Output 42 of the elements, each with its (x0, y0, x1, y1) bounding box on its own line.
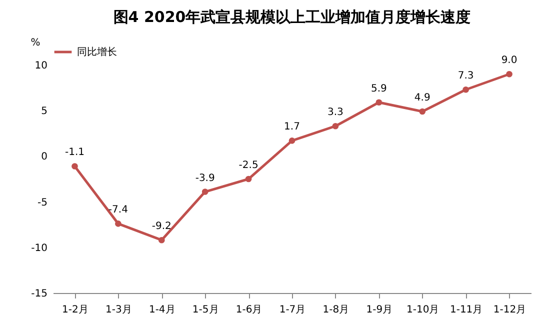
data-label: 1.7 (284, 122, 300, 133)
point (419, 108, 426, 115)
point (506, 70, 512, 78)
y-tick-label: -5 (38, 197, 48, 208)
legend-label: 同比增长 (77, 46, 117, 58)
point (288, 138, 296, 144)
x-tick-label: 1-12月 (493, 304, 526, 316)
point (332, 122, 339, 130)
data-label: 5.9 (370, 83, 387, 94)
chart-title: 图4 2020年武宣县规模以上工业增加值月度增长速度 (113, 8, 471, 26)
point (376, 99, 382, 106)
data-label: -2.5 (238, 160, 258, 171)
x-tick-label: 1-9月 (366, 304, 393, 316)
data-label: -9.2 (152, 221, 172, 232)
x-tick-label: 1-3月 (106, 304, 132, 316)
y-tick-label: 5 (41, 106, 48, 118)
y-axis-title: % (30, 38, 40, 48)
point (245, 176, 252, 182)
x-tick-label: 1-4月 (148, 304, 176, 316)
y-tick-label: 10 (34, 60, 48, 72)
point (115, 220, 122, 227)
data-label: -7.4 (108, 204, 128, 216)
data-label: -1.1 (64, 147, 84, 158)
x-tick-label: 1-10月 (406, 304, 440, 316)
x-tick-label: 1-7月 (279, 304, 306, 316)
data-label: -3.9 (195, 172, 215, 184)
x-tick-label: 1-11月 (450, 304, 483, 316)
data-label: 4.9 (414, 92, 430, 104)
point (158, 236, 165, 244)
x-tick-label: 1-6月 (236, 304, 262, 316)
x-tick-label: 1-8月 (322, 304, 350, 316)
point (462, 86, 469, 93)
x-tick-label: 1-2月 (62, 304, 88, 316)
y-tick-label: -10 (31, 242, 48, 254)
point (202, 188, 208, 195)
y-tick-label: -15 (31, 288, 48, 300)
data-label: 3.3 (328, 107, 344, 118)
data-label: 7.3 (458, 70, 474, 82)
x-tick-label: 1-5月 (192, 304, 219, 316)
y-tick-label: 0 (41, 152, 48, 163)
data-label: 9.0 (501, 55, 518, 66)
point (72, 163, 78, 170)
